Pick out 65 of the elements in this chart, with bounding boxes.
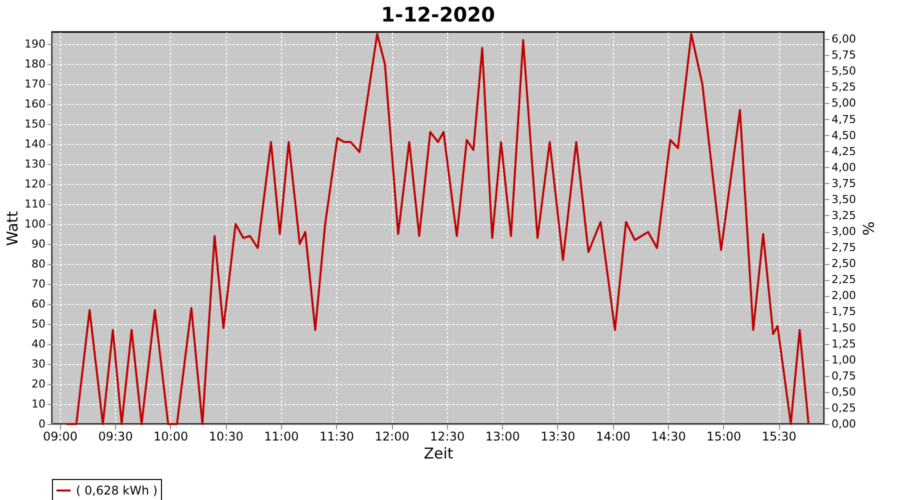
y-axis-title: Watt <box>4 210 22 246</box>
y2-tick-label: 0,00 <box>832 418 856 430</box>
y2-tick-label: 2,75 <box>832 241 856 254</box>
y-tick-label: 170 <box>24 78 46 90</box>
y2-tick-label: 4,75 <box>832 112 856 126</box>
y2-axis-title: % <box>858 221 877 236</box>
x-tick-label: 09:00 <box>42 430 78 444</box>
x-tick-label: 10:00 <box>154 430 188 444</box>
y2-tick-label: 5,00 <box>832 96 856 110</box>
y2-tick-label: 5,25 <box>832 80 856 94</box>
y2-tick-label: 4,50 <box>832 128 856 142</box>
y-tick-label: 120 <box>24 178 46 190</box>
y-tick-label: 40 <box>32 338 46 350</box>
y-tick-label: 30 <box>32 358 46 370</box>
x-tick-label: 13:30 <box>540 430 576 444</box>
y2-tick-label: 3,00 <box>832 225 856 238</box>
y2-tick-label: 1,75 <box>832 305 856 318</box>
y-tick-label: 70 <box>32 278 46 290</box>
x-tick-label: 15:30 <box>762 430 796 444</box>
y-tick-label: 0 <box>38 418 46 430</box>
y-tick-label: 60 <box>32 298 46 310</box>
y2-tick-label: 2,00 <box>832 289 856 302</box>
x-tick-label: 14:00 <box>596 430 631 444</box>
x-tick-label: 15:00 <box>706 430 742 444</box>
y2-tick-label: 2,25 <box>832 273 856 286</box>
x-tick-label: 09:30 <box>98 430 133 444</box>
x-tick-label: 11:30 <box>319 430 354 444</box>
y2-tick-label: 3,25 <box>832 208 856 222</box>
x-tick-label: 12:30 <box>430 430 465 444</box>
y2-tick-label: 0,50 <box>832 385 856 398</box>
y-tick-label: 160 <box>24 98 46 110</box>
y2-tick-label: 0,25 <box>832 401 856 414</box>
y-tick-label: 140 <box>24 138 46 150</box>
y2-tick-label: 1,50 <box>832 321 856 334</box>
y-tick-label: 80 <box>32 258 46 270</box>
y2-tick-label: 4,00 <box>832 160 856 174</box>
y2-tick-label: 3,75 <box>832 176 856 190</box>
y2-tick-label: 3,50 <box>832 192 856 206</box>
y-tick-label: 10 <box>32 398 46 410</box>
y-tick-label: 100 <box>24 218 46 230</box>
y2-tick-label: 5,50 <box>832 64 856 78</box>
chart-title: 1-12-2020 <box>380 2 496 26</box>
y-tick-label: 180 <box>24 58 46 70</box>
y-tick-label: 190 <box>24 38 46 50</box>
x-tick-label: 14:30 <box>651 430 686 444</box>
y2-tick-label: 6,00 <box>832 32 856 46</box>
y-tick-label: 130 <box>24 158 46 170</box>
y-tick-label: 90 <box>32 238 46 250</box>
y2-tick-label: 1,25 <box>832 337 856 350</box>
x-tick-label: 10:30 <box>208 430 244 444</box>
x-tick-label: 12:00 <box>374 430 410 444</box>
y2-tick-label: 1,00 <box>832 353 856 366</box>
y-tick-label: 50 <box>32 318 46 330</box>
legend-label: ( 0,628 kWh ) <box>76 484 158 498</box>
y2-tick-label: 5,75 <box>832 48 856 62</box>
y-tick-label: 150 <box>24 118 46 130</box>
y-tick-label: 20 <box>32 378 46 390</box>
y2-tick-label: 0,75 <box>832 369 856 382</box>
line-series <box>65 33 810 425</box>
x-tick-label: 11:00 <box>264 430 299 444</box>
x-tick-label: 13:00 <box>485 430 520 444</box>
y-tick-label: 110 <box>24 198 46 210</box>
x-axis-title: Zeit <box>424 444 454 462</box>
y2-tick-label: 4,25 <box>832 144 856 158</box>
y2-tick-label: 2,50 <box>832 257 856 270</box>
